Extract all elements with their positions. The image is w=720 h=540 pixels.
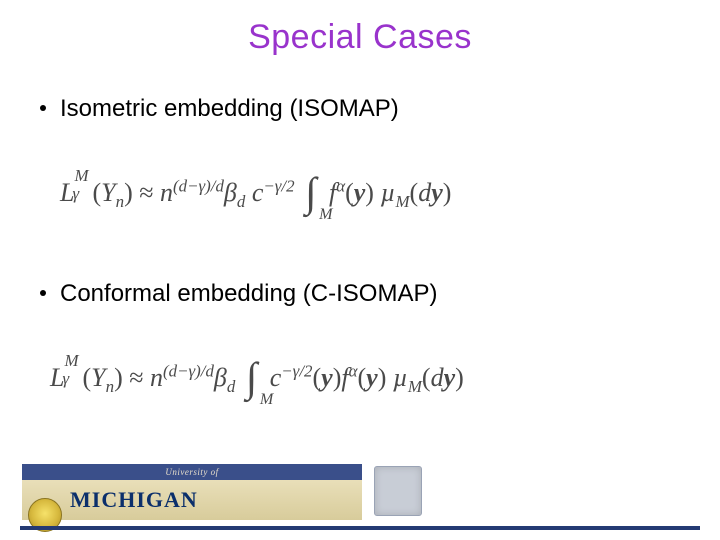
sup-M: M — [74, 166, 88, 186]
sym-mu: µ — [393, 363, 408, 392]
slide-title: Special Cases — [0, 18, 720, 57]
supsub-L: Mγ — [74, 175, 92, 201]
sym-approx: ≈ — [129, 363, 143, 392]
footer-university-of: University of — [22, 464, 362, 480]
arg-fy: y — [366, 363, 378, 392]
arg-dy: y — [444, 363, 456, 392]
integral-icon: ∫M — [305, 178, 316, 212]
sub-d: d — [237, 192, 245, 211]
sub-d: d — [227, 377, 235, 396]
sub-M: M — [408, 377, 422, 396]
bullet-text: Isometric embedding (ISOMAP) — [60, 95, 399, 122]
bullet-isomap: Isometric embedding (ISOMAP) — [40, 95, 399, 123]
bullet-text: Conformal embedding (C-ISOMAP) — [60, 280, 437, 307]
bullet-dot-icon — [40, 290, 46, 296]
sym-f: f — [341, 363, 348, 392]
sub-gamma: γ — [72, 184, 79, 204]
slide: Special Cases Isometric embedding (ISOMA… — [0, 0, 720, 540]
arg-cy: y — [321, 363, 333, 392]
exp-ndg: (d−γ)/d — [173, 176, 224, 195]
sym-n: n — [160, 178, 173, 207]
exp-c: −γ/2 — [263, 176, 294, 195]
sym-mu: µ — [380, 178, 395, 207]
footer-logo: University of MICHIGAN — [22, 464, 362, 520]
exp-ndg: (d−γ)/d — [163, 361, 214, 380]
crest-icon — [374, 466, 422, 516]
sym-Y: Y — [101, 178, 115, 207]
footer-divider — [20, 526, 700, 530]
bullet-cisomap: Conformal embedding (C-ISOMAP) — [40, 280, 437, 308]
sym-approx: ≈ — [139, 178, 153, 207]
footer-wordmark-band: MICHIGAN — [22, 480, 362, 520]
formula-isomap: LMγ(Yn) ≈ n(d−γ)/dβd c−γ/2 ∫M fα(y) µM(d… — [60, 175, 451, 212]
sup-M: M — [64, 351, 78, 371]
footer-wordmark: MICHIGAN — [70, 487, 198, 513]
bullet-dot-icon — [40, 105, 46, 111]
sub-n: n — [106, 377, 114, 396]
exp-c: −γ/2 — [281, 361, 312, 380]
exp-alpha: α — [349, 361, 358, 380]
sub-M: M — [395, 192, 409, 211]
sub-n: n — [116, 192, 124, 211]
formula-cisomap: LMγ(Yn) ≈ n(d−γ)/dβd ∫M c−γ/2(y)fα(y) µM… — [50, 360, 464, 397]
exp-alpha: α — [336, 176, 345, 195]
supsub-L: Mγ — [64, 360, 82, 386]
integral-icon: ∫M — [246, 363, 257, 397]
arg-y: y — [354, 178, 366, 207]
sym-c: c — [270, 363, 282, 392]
sym-beta: β — [224, 178, 237, 207]
sym-beta: β — [214, 363, 227, 392]
sub-gamma: γ — [62, 369, 69, 389]
arg-dy: y — [431, 178, 443, 207]
sym-c: c — [252, 178, 264, 207]
sym-Y: Y — [91, 363, 105, 392]
sym-n: n — [150, 363, 163, 392]
footer-band: University of — [22, 464, 362, 480]
